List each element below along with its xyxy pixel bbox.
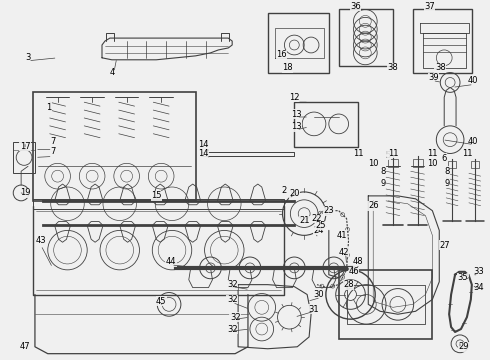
Bar bbox=[448, 161, 456, 168]
Text: 7: 7 bbox=[50, 137, 55, 146]
Text: 23: 23 bbox=[323, 206, 334, 215]
Text: 11: 11 bbox=[388, 149, 398, 158]
Text: 33: 33 bbox=[473, 267, 484, 276]
Bar bbox=[339, 9, 393, 66]
Text: 37: 37 bbox=[424, 2, 435, 11]
Text: 6: 6 bbox=[441, 154, 447, 163]
Text: 15: 15 bbox=[151, 192, 162, 201]
Text: 11: 11 bbox=[427, 149, 438, 158]
Text: 10: 10 bbox=[368, 159, 378, 168]
Text: 45: 45 bbox=[156, 297, 167, 306]
Text: 40: 40 bbox=[467, 76, 478, 85]
Text: 8: 8 bbox=[380, 167, 386, 176]
Text: 47: 47 bbox=[20, 342, 30, 351]
Text: 9: 9 bbox=[380, 179, 386, 188]
Text: 8: 8 bbox=[444, 167, 450, 176]
Text: 1: 1 bbox=[46, 103, 51, 112]
Text: 13: 13 bbox=[291, 109, 301, 118]
Text: 9: 9 bbox=[444, 179, 450, 188]
Text: 19: 19 bbox=[20, 188, 30, 197]
Text: 34: 34 bbox=[473, 283, 484, 292]
Text: 38: 38 bbox=[388, 63, 398, 72]
Text: 2: 2 bbox=[282, 186, 287, 195]
Text: 27: 27 bbox=[440, 241, 450, 250]
Text: 13: 13 bbox=[291, 122, 301, 131]
Bar bbox=[33, 92, 196, 201]
Text: 26: 26 bbox=[368, 201, 378, 210]
Text: 3: 3 bbox=[25, 53, 31, 62]
Text: 14: 14 bbox=[198, 140, 209, 149]
Text: 17: 17 bbox=[20, 142, 30, 151]
Text: 28: 28 bbox=[343, 280, 354, 289]
Text: 5: 5 bbox=[385, 151, 391, 160]
Text: 21: 21 bbox=[299, 216, 309, 225]
Text: 14: 14 bbox=[198, 149, 209, 158]
Text: 48: 48 bbox=[353, 257, 364, 266]
Bar bbox=[13, 141, 35, 173]
Text: 44: 44 bbox=[166, 257, 176, 266]
Text: 18: 18 bbox=[282, 63, 293, 72]
Bar bbox=[413, 9, 472, 73]
Text: 29: 29 bbox=[459, 342, 469, 351]
Text: 43: 43 bbox=[36, 236, 46, 245]
Text: 41: 41 bbox=[337, 231, 347, 240]
Text: 35: 35 bbox=[458, 273, 468, 282]
Bar bbox=[413, 159, 422, 167]
Text: 25: 25 bbox=[316, 221, 326, 230]
Text: 32: 32 bbox=[227, 295, 238, 304]
Text: 30: 30 bbox=[314, 290, 324, 299]
Text: 10: 10 bbox=[427, 159, 438, 168]
Text: 12: 12 bbox=[289, 93, 299, 102]
Bar bbox=[294, 102, 358, 147]
Text: 32: 32 bbox=[227, 324, 238, 333]
Text: 11: 11 bbox=[353, 149, 364, 158]
Text: 4: 4 bbox=[109, 68, 115, 77]
Text: 7: 7 bbox=[50, 147, 55, 156]
Text: 22: 22 bbox=[312, 214, 322, 223]
Text: 42: 42 bbox=[339, 248, 349, 257]
Text: 24: 24 bbox=[314, 226, 324, 235]
Bar bbox=[388, 159, 398, 167]
Text: 40: 40 bbox=[467, 137, 478, 146]
Text: 20: 20 bbox=[289, 189, 299, 198]
Bar bbox=[268, 13, 329, 73]
Text: 16: 16 bbox=[276, 50, 287, 59]
Text: 36: 36 bbox=[350, 2, 361, 11]
Bar bbox=[339, 270, 432, 339]
Text: 46: 46 bbox=[348, 267, 359, 276]
Text: 11: 11 bbox=[462, 149, 472, 158]
Text: 32: 32 bbox=[227, 280, 238, 289]
Text: 32: 32 bbox=[230, 313, 241, 322]
Bar bbox=[471, 161, 479, 168]
Text: 38: 38 bbox=[435, 63, 445, 72]
Text: 31: 31 bbox=[309, 305, 319, 314]
Text: 39: 39 bbox=[428, 73, 439, 82]
